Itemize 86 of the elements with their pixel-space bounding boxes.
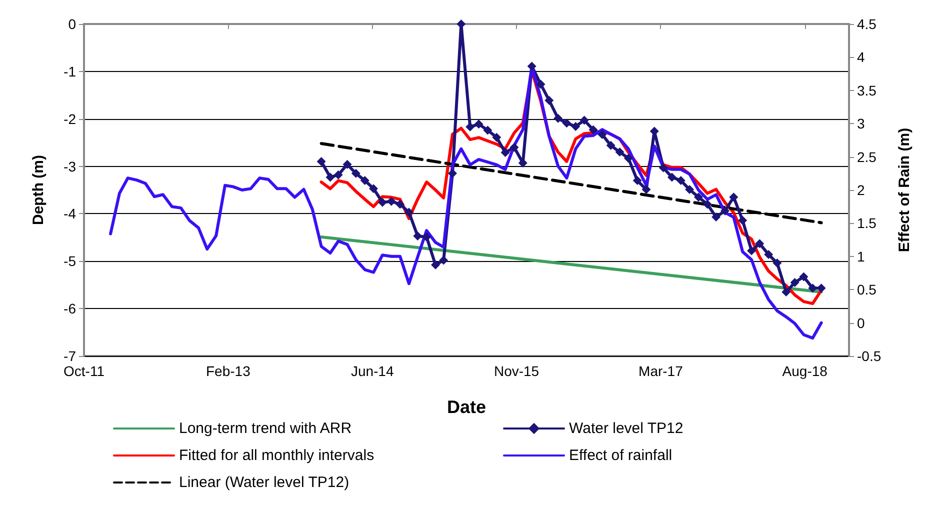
point bbox=[396, 200, 405, 209]
x-axis-title: Date bbox=[446, 397, 486, 417]
point bbox=[632, 176, 642, 186]
x-tick-label: Jun-14 bbox=[350, 363, 394, 379]
y-axis-title: Depth (m) bbox=[30, 155, 47, 225]
point bbox=[492, 132, 502, 142]
point bbox=[360, 176, 370, 186]
point bbox=[342, 160, 352, 169]
point bbox=[351, 168, 360, 178]
legend-label: Fitted for all monthly intervals bbox=[179, 447, 374, 464]
point bbox=[642, 185, 651, 194]
y-tick-label: -1 bbox=[64, 63, 76, 80]
y2-tick-label: 1 bbox=[857, 248, 865, 264]
x-tick-label: Oct-11 bbox=[64, 363, 105, 379]
point bbox=[439, 256, 448, 265]
y2-tick-label: 0.5 bbox=[857, 282, 877, 298]
point bbox=[615, 148, 624, 157]
point bbox=[474, 120, 484, 129]
point bbox=[624, 154, 633, 163]
point bbox=[772, 258, 782, 268]
point bbox=[413, 232, 422, 241]
y-tick-label: -6 bbox=[64, 300, 76, 317]
point bbox=[334, 170, 343, 180]
legend-label: Long-term trend with ARR bbox=[179, 420, 352, 437]
point bbox=[764, 250, 774, 260]
point bbox=[667, 172, 676, 182]
y2-tick-label: 1.5 bbox=[857, 215, 877, 232]
point bbox=[571, 122, 580, 131]
point bbox=[554, 114, 563, 123]
y2-tick-label: -0.5 bbox=[857, 348, 882, 364]
point bbox=[720, 206, 730, 216]
point bbox=[544, 96, 554, 105]
legend-label: Effect of rainfall bbox=[569, 447, 672, 464]
y-tick-label: 0 bbox=[68, 16, 76, 32]
point bbox=[676, 176, 686, 186]
point bbox=[422, 232, 432, 242]
y2-tick-label: 3 bbox=[857, 116, 865, 132]
point bbox=[316, 157, 326, 166]
y-tick-label: -5 bbox=[64, 253, 76, 270]
y2-tick-label: 2.5 bbox=[857, 148, 877, 165]
y-tick-label: -7 bbox=[64, 348, 76, 364]
point bbox=[588, 125, 598, 134]
y2-axis-title: Effect of Rain (m) bbox=[896, 128, 913, 252]
point bbox=[729, 192, 738, 202]
point bbox=[598, 130, 607, 140]
point bbox=[527, 62, 536, 71]
point bbox=[738, 216, 748, 225]
point bbox=[326, 172, 335, 182]
point bbox=[483, 126, 492, 135]
x-tick-label: Nov-15 bbox=[494, 363, 540, 379]
point bbox=[510, 142, 519, 152]
y2-tick-label: 3.5 bbox=[857, 82, 877, 98]
legend-label: Water level TP12 bbox=[569, 420, 684, 437]
point bbox=[685, 185, 694, 194]
x-tick-label: Feb-13 bbox=[206, 363, 251, 379]
legend-label: Linear (Water level TP12) bbox=[179, 474, 350, 491]
point bbox=[386, 196, 396, 206]
point bbox=[658, 163, 668, 172]
y2-tick-label: 0 bbox=[857, 314, 865, 331]
x-tick-label: Mar-17 bbox=[638, 363, 684, 379]
point bbox=[747, 246, 756, 256]
point bbox=[782, 287, 791, 296]
point bbox=[755, 239, 764, 248]
point bbox=[536, 80, 546, 89]
point bbox=[702, 200, 712, 209]
x-tick-label: Aug-18 bbox=[782, 363, 828, 379]
y2-tick-label: 4 bbox=[857, 49, 865, 66]
point bbox=[466, 122, 475, 132]
point bbox=[404, 208, 414, 217]
point bbox=[500, 148, 510, 158]
point bbox=[562, 118, 572, 128]
y-tick-label: -4 bbox=[64, 206, 76, 222]
point bbox=[799, 272, 808, 282]
point bbox=[431, 260, 440, 270]
y2-tick-label: 4.5 bbox=[857, 16, 877, 32]
point bbox=[448, 168, 458, 178]
y-tick-label: -2 bbox=[64, 110, 76, 127]
point bbox=[369, 184, 378, 194]
point bbox=[694, 192, 703, 202]
point bbox=[606, 140, 616, 150]
y-tick-label: -3 bbox=[64, 158, 76, 174]
point bbox=[790, 278, 800, 287]
y2-tick-label: 2 bbox=[857, 182, 865, 198]
point bbox=[580, 116, 589, 125]
point bbox=[712, 212, 721, 222]
point bbox=[378, 198, 387, 207]
